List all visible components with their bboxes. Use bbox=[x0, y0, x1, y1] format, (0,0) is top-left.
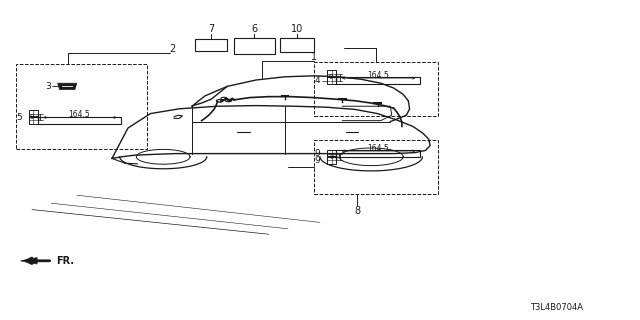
Text: 164.5: 164.5 bbox=[367, 144, 388, 153]
Text: 6: 6 bbox=[252, 24, 257, 34]
Text: T3L4B0704A: T3L4B0704A bbox=[531, 303, 583, 312]
Text: 3: 3 bbox=[45, 82, 51, 91]
Text: 164.5: 164.5 bbox=[68, 110, 90, 119]
Text: 9: 9 bbox=[328, 74, 333, 80]
Text: 7: 7 bbox=[208, 24, 214, 34]
Text: 9: 9 bbox=[315, 156, 321, 164]
Bar bbox=[337, 150, 420, 157]
Text: 1: 1 bbox=[310, 52, 317, 62]
Bar bbox=[314, 62, 438, 116]
Bar bbox=[29, 110, 38, 117]
Bar bbox=[337, 77, 420, 84]
Text: 10: 10 bbox=[291, 24, 303, 34]
Bar bbox=[195, 39, 227, 51]
Text: 4: 4 bbox=[315, 76, 321, 85]
Text: 8: 8 bbox=[354, 206, 360, 216]
Bar bbox=[16, 64, 147, 149]
Polygon shape bbox=[20, 258, 37, 264]
Text: 2: 2 bbox=[170, 44, 176, 54]
Bar bbox=[327, 77, 337, 84]
Bar bbox=[327, 70, 337, 77]
Text: 9: 9 bbox=[29, 114, 34, 120]
Polygon shape bbox=[58, 83, 77, 90]
Bar bbox=[234, 38, 275, 54]
Bar bbox=[38, 117, 121, 124]
Bar bbox=[280, 38, 314, 52]
Text: FR.: FR. bbox=[56, 256, 74, 267]
Bar bbox=[29, 116, 38, 124]
Text: 164.5: 164.5 bbox=[367, 71, 388, 80]
Bar bbox=[314, 140, 438, 194]
Text: 9: 9 bbox=[315, 149, 321, 158]
Bar bbox=[327, 150, 337, 157]
Text: 5: 5 bbox=[17, 113, 22, 122]
Text: 9: 9 bbox=[330, 154, 334, 160]
Bar bbox=[327, 156, 337, 164]
